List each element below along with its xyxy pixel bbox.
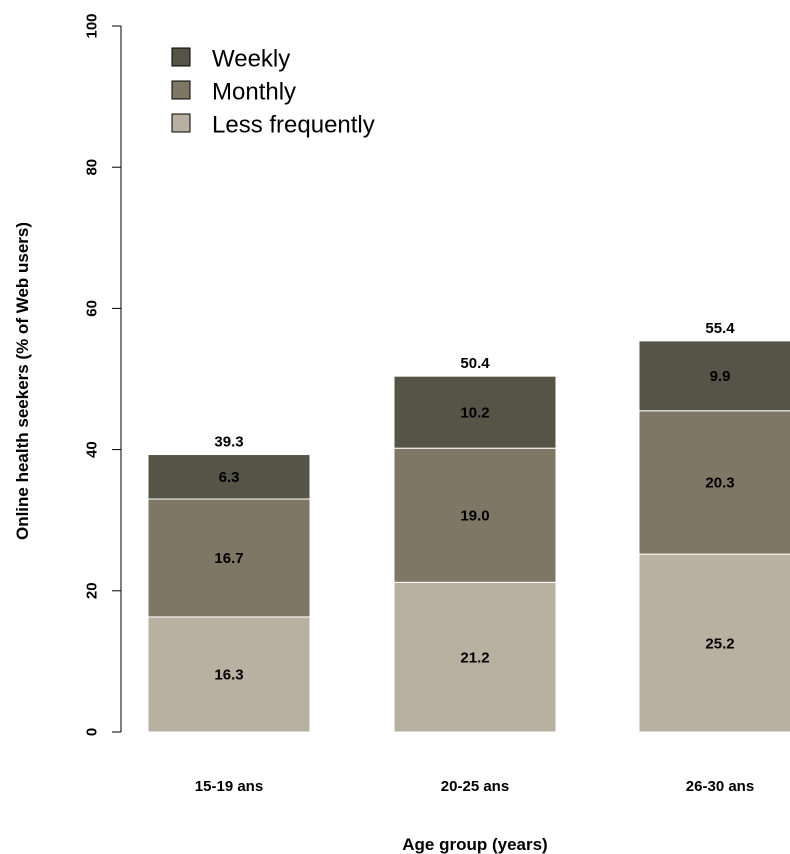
bar-segment-label: 9.9: [710, 368, 731, 385]
bar-segment: [638, 553, 790, 733]
bar-segment: [147, 616, 311, 733]
x-category-label: 20-25 ans: [441, 778, 509, 795]
y-axis: 0 20 40 60 80 100: [83, 13, 122, 736]
bar-segment-label: 6.3: [219, 469, 240, 486]
legend-label: Less frequently: [212, 111, 375, 138]
legend-label: Monthly: [212, 78, 296, 105]
legend-swatch: [171, 47, 191, 67]
bar-segment: [393, 375, 557, 449]
bar-total-label: 39.3: [214, 434, 243, 451]
legend: Weekly Monthly Less frequently: [171, 45, 375, 138]
legend-swatch: [171, 113, 191, 133]
bar-segment: [393, 581, 557, 733]
y-tick-label: 40: [83, 441, 100, 458]
bar-segment: [638, 340, 790, 412]
y-tick-label: 60: [83, 300, 100, 317]
bar-segment-label: 25.2: [705, 635, 734, 652]
bar-segment: [147, 454, 311, 500]
bar-total-label: 55.4: [705, 320, 735, 337]
y-tick-label: 100: [83, 13, 100, 38]
x-axis-title: Age group (years): [402, 835, 547, 854]
bar-segment-label: 16.7: [214, 550, 243, 567]
bar-segment-label: 16.3: [214, 667, 243, 684]
bar-segment-label: 21.2: [460, 649, 489, 666]
legend-swatch: [171, 80, 191, 100]
bar-segment-label: 19.0: [460, 508, 489, 525]
bar-segment: [638, 410, 790, 555]
y-tick-label: 0: [83, 728, 100, 736]
bar-segment-label: 10.2: [460, 404, 489, 421]
x-category-label: 15-19 ans: [195, 778, 263, 795]
x-axis-labels: 15-19 ans 20-25 ans 26-30 ans: [195, 778, 754, 795]
x-category-label: 26-30 ans: [686, 778, 754, 795]
bar-segment: [147, 498, 311, 618]
bar-segment: [393, 447, 557, 583]
y-tick-label: 20: [83, 582, 100, 599]
y-axis-title: Online health seekers (% of Web users): [13, 222, 32, 540]
bar-segment-label: 20.3: [705, 475, 734, 492]
bars: 16.3 16.7 6.3 39.3 21.2 19.0 10.2 50.4 25.2 20.3 9…: [147, 320, 790, 733]
bar-total-label: 50.4: [460, 355, 490, 372]
y-tick-label: 80: [83, 159, 100, 176]
legend-label: Weekly: [212, 45, 290, 72]
